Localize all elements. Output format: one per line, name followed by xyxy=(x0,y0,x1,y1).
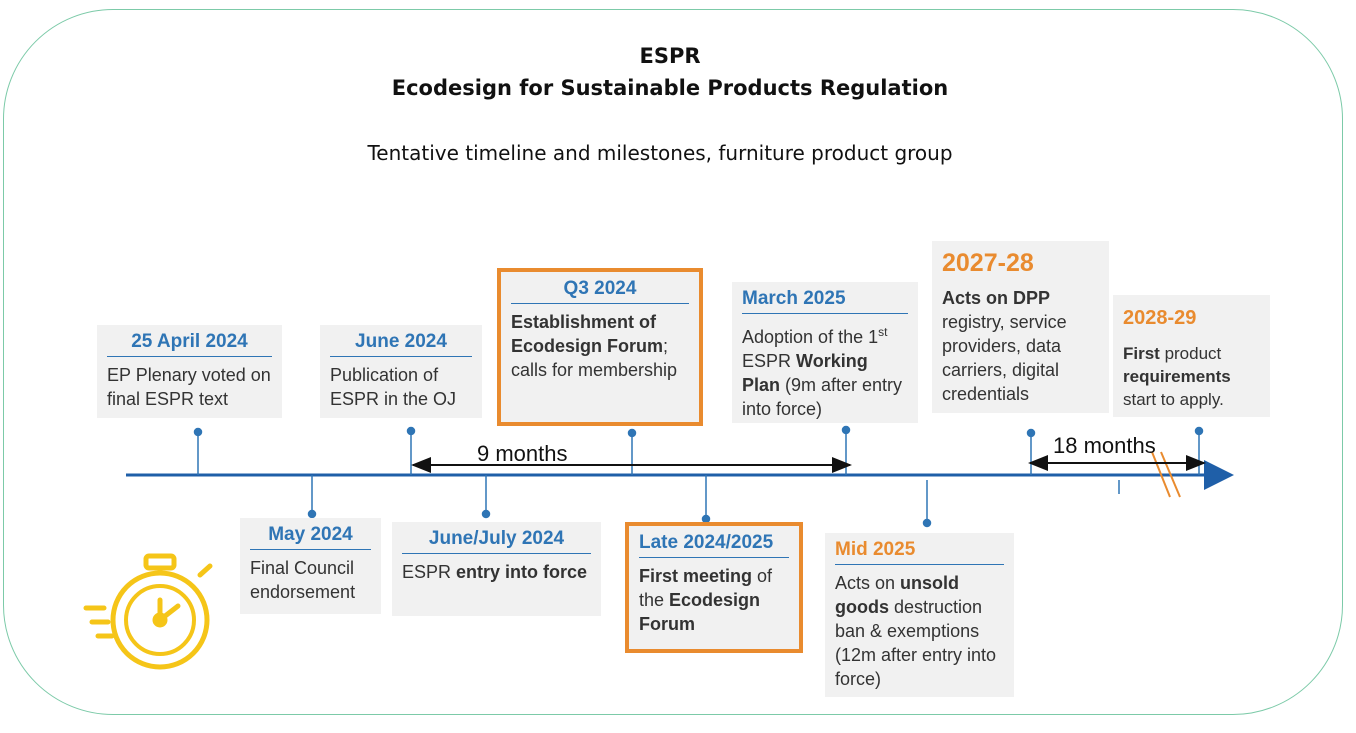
milestone-card-2028: 2028-29 First product requirements start… xyxy=(1113,295,1270,417)
milestone-card-junjul2024: June/July 2024 ESPR entry into force xyxy=(392,522,601,616)
milestone-card-apr2024: 25 April 2024 EP Plenary voted on final … xyxy=(97,325,282,418)
milestone-date: 2028-29 xyxy=(1123,307,1197,329)
milestone-text-sup: st xyxy=(878,325,888,339)
milestone-text-bold: Ecodesign Forum xyxy=(639,590,761,634)
milestone-card-q32024: Q3 2024 Establishment of Ecodesign Forum… xyxy=(497,268,703,426)
milestone-text: Publication of ESPR in the OJ xyxy=(330,365,457,409)
milestone-text-part: (9m after entry into force) xyxy=(742,375,903,419)
milestone-text-part: ESPR xyxy=(742,351,797,371)
milestone-card-2027: 2027-28 Acts on DPP registry, service pr… xyxy=(932,241,1109,413)
milestone-date: June 2024 xyxy=(330,331,472,357)
title-line2: Ecodesign for Sustainable Products Regul… xyxy=(391,76,949,100)
milestone-text: First meeting of the Ecodesign Forum xyxy=(639,564,789,636)
milestone-card-mar2025: March 2025 Adoption of the 1st ESPR Work… xyxy=(732,282,918,423)
milestone-card-late2024: Late 2024/2025 First meeting of the Ecod… xyxy=(625,522,803,653)
milestone-card-may2024: May 2024 Final Council endorsement xyxy=(240,518,381,614)
milestone-card-jun2024: June 2024 Publication of ESPR in the OJ xyxy=(320,325,482,418)
milestone-text: EP Plenary voted on final ESPR text xyxy=(107,365,271,409)
stopwatch-icon xyxy=(83,553,213,670)
milestone-text-bold: Acts on DPP xyxy=(942,288,1051,308)
milestone-date: Late 2024/2025 xyxy=(639,532,789,558)
milestone-text: ESPR entry into force xyxy=(402,560,591,584)
nine-months-label: 9 months xyxy=(477,441,568,466)
milestone-text-part: registry, service providers, data carrie… xyxy=(942,312,1067,404)
milestone-text: Adoption of the 1st ESPR Working Plan (9… xyxy=(742,320,908,421)
milestone-text-rest: ; calls for membership xyxy=(511,336,678,380)
milestone-text-part: of the xyxy=(639,566,773,610)
milestone-text: First product requirements start to appl… xyxy=(1123,342,1260,411)
milestone-text-bold: Working Plan xyxy=(742,351,868,395)
milestone-date: June/July 2024 xyxy=(402,528,591,554)
milestone-text-part: destruction ban & exemptions (12m after … xyxy=(835,597,997,689)
milestone-date: May 2024 xyxy=(250,524,371,550)
milestone-text-part: Adoption of the 1 xyxy=(742,327,879,347)
milestone-text-part: start to apply. xyxy=(1123,390,1224,409)
subtitle: Tentative timeline and milestones, furni… xyxy=(367,141,953,165)
milestone-text-part: Acts on xyxy=(835,573,901,593)
milestone-text-bold: First meeting xyxy=(639,566,753,586)
milestone-text: Final Council endorsement xyxy=(250,558,356,602)
milestone-text: Establishment of Ecodesign Forum; calls … xyxy=(511,310,689,382)
milestone-date: Q3 2024 xyxy=(511,278,689,304)
milestone-card-mid2025: Mid 2025 Acts on unsold goods destructio… xyxy=(825,533,1014,697)
milestone-date: March 2025 xyxy=(742,288,908,314)
milestone-text-bold: requirements xyxy=(1123,367,1231,386)
milestone-text-bold: Establishment of Ecodesign Forum xyxy=(511,312,664,356)
lower-connectors xyxy=(307,475,1120,528)
milestone-date: Mid 2025 xyxy=(835,539,1004,565)
milestone-text-part: ESPR xyxy=(402,562,457,582)
milestone-text: Acts on DPP registry, service providers,… xyxy=(942,286,1099,406)
milestone-text: Acts on unsold goods destruction ban & e… xyxy=(835,571,1004,691)
milestone-date: 2027-28 xyxy=(942,249,1034,277)
rounded-frame xyxy=(3,9,1343,715)
milestone-text-bold: First xyxy=(1123,344,1160,363)
upper-connectors xyxy=(193,425,1204,475)
title-line1: ESPR xyxy=(639,44,701,68)
milestone-text-bold: entry into force xyxy=(456,562,588,582)
milestone-text-bold: unsold goods xyxy=(835,573,960,617)
milestone-text-part: product xyxy=(1159,344,1222,363)
eighteen-months-label: 18 months xyxy=(1053,433,1156,458)
milestone-date: 25 April 2024 xyxy=(107,331,272,357)
